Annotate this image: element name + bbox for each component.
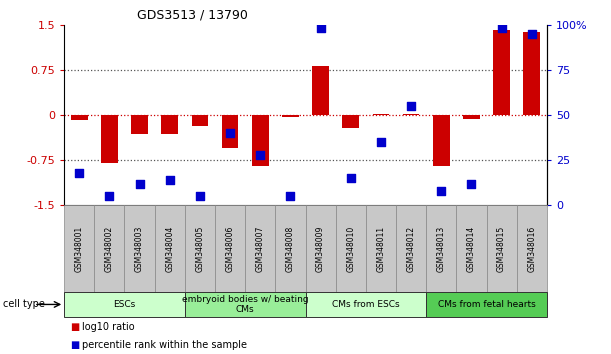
Point: [75, 170, 84, 176]
Bar: [215, 205, 245, 292]
Text: GSM348001: GSM348001: [75, 225, 84, 272]
Bar: [185, 205, 215, 292]
Text: GSM348003: GSM348003: [135, 225, 144, 272]
Bar: [426, 292, 547, 317]
Text: GSM348016: GSM348016: [527, 225, 536, 272]
Bar: [71, 115, 87, 120]
Point: [104, 193, 114, 199]
Text: GSM348011: GSM348011: [376, 225, 386, 272]
Point: [467, 181, 477, 187]
Text: GSM348007: GSM348007: [256, 225, 265, 272]
Point: [376, 139, 386, 145]
Text: GSM348010: GSM348010: [346, 225, 355, 272]
Bar: [64, 205, 94, 292]
Point: [436, 188, 446, 194]
Text: cell type: cell type: [3, 299, 45, 309]
Bar: [125, 205, 155, 292]
Text: GSM348013: GSM348013: [437, 225, 446, 272]
Text: GSM348014: GSM348014: [467, 225, 476, 272]
Bar: [517, 205, 547, 292]
Point: [497, 25, 507, 31]
Point: [316, 25, 326, 31]
Bar: [185, 292, 306, 317]
Text: log10 ratio: log10 ratio: [82, 322, 135, 332]
Text: GSM348012: GSM348012: [406, 225, 415, 272]
Text: GSM348008: GSM348008: [286, 225, 295, 272]
Bar: [161, 115, 178, 134]
Bar: [396, 205, 426, 292]
Text: embryoid bodies w/ beating
CMs: embryoid bodies w/ beating CMs: [182, 295, 309, 314]
Bar: [306, 292, 426, 317]
Text: GDS3513 / 13790: GDS3513 / 13790: [137, 8, 248, 21]
Bar: [366, 205, 396, 292]
Bar: [403, 114, 419, 115]
Bar: [433, 115, 450, 166]
Text: GSM348015: GSM348015: [497, 225, 506, 272]
Bar: [94, 205, 125, 292]
Bar: [252, 115, 269, 166]
Text: ■: ■: [70, 322, 79, 332]
Point: [165, 177, 175, 183]
Bar: [342, 115, 359, 128]
Point: [285, 193, 295, 199]
Bar: [245, 205, 276, 292]
Bar: [64, 292, 185, 317]
Bar: [373, 114, 389, 115]
Text: CMs from ESCs: CMs from ESCs: [332, 300, 400, 309]
Point: [134, 181, 144, 187]
Point: [255, 152, 265, 158]
Bar: [306, 205, 335, 292]
Point: [346, 176, 356, 181]
Point: [225, 130, 235, 136]
Text: CMs from fetal hearts: CMs from fetal hearts: [437, 300, 535, 309]
Bar: [192, 115, 208, 126]
Text: ESCs: ESCs: [114, 300, 136, 309]
Text: GSM348002: GSM348002: [105, 225, 114, 272]
Bar: [486, 205, 517, 292]
Point: [195, 193, 205, 199]
Text: GSM348006: GSM348006: [225, 225, 235, 272]
Bar: [335, 205, 366, 292]
Bar: [101, 115, 118, 163]
Text: ■: ■: [70, 340, 79, 350]
Point: [527, 31, 536, 37]
Bar: [426, 205, 456, 292]
Bar: [131, 115, 148, 134]
Bar: [282, 115, 299, 118]
Text: GSM348005: GSM348005: [196, 225, 205, 272]
Bar: [524, 32, 540, 115]
Bar: [312, 66, 329, 115]
Bar: [493, 30, 510, 115]
Point: [406, 103, 416, 109]
Text: percentile rank within the sample: percentile rank within the sample: [82, 340, 247, 350]
Bar: [456, 205, 486, 292]
Text: GSM348009: GSM348009: [316, 225, 325, 272]
Bar: [276, 205, 306, 292]
Bar: [463, 115, 480, 119]
Bar: [155, 205, 185, 292]
Text: GSM348004: GSM348004: [165, 225, 174, 272]
Bar: [222, 115, 238, 148]
